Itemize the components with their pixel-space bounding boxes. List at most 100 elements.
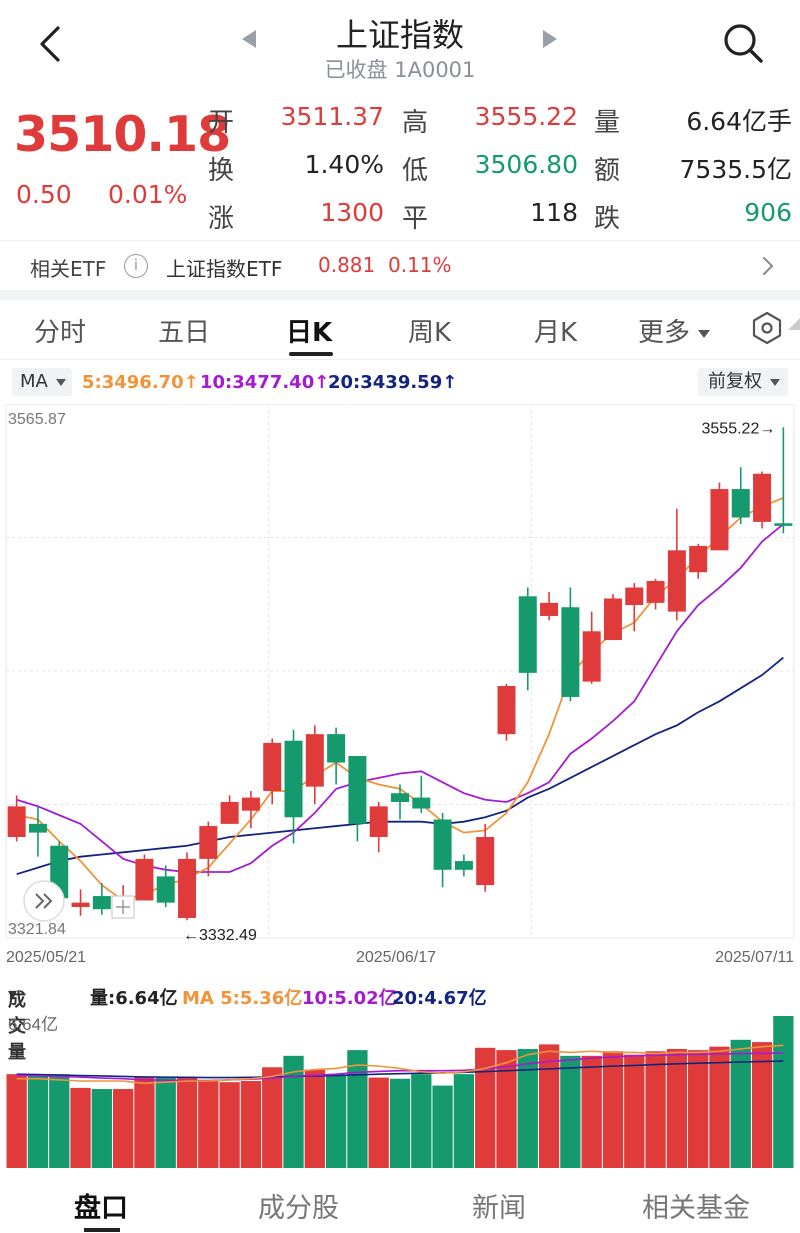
ma5-text: 5:3496.70	[82, 372, 184, 393]
active-tab-indicator	[289, 352, 333, 356]
ma10-value: 10:3477.40↑	[200, 372, 329, 393]
volume-bar	[475, 1047, 496, 1168]
volume-indicator-select[interactable]: 成交量 ▾	[8, 984, 26, 1063]
volume-bar	[538, 1044, 560, 1168]
volume-bar	[283, 1055, 304, 1168]
section-divider	[0, 290, 800, 300]
stat-value-amount: 7535.5亿	[679, 155, 792, 184]
candle	[28, 806, 47, 857]
x-axis-label: 2025/06/17	[356, 949, 436, 966]
back-arrow-icon[interactable]	[30, 22, 70, 66]
candle	[774, 427, 793, 534]
volume-bar	[91, 1089, 112, 1168]
tab-constituents[interactable]: 成分股	[258, 1193, 339, 1224]
volume-bar	[219, 1082, 240, 1168]
tab-order-book[interactable]: 盘口	[74, 1193, 128, 1224]
tab-related-funds[interactable]: 相关基金	[642, 1193, 750, 1224]
candle	[497, 683, 516, 741]
volume-bar	[773, 1016, 794, 1168]
candlestick-chart[interactable]: 3565.87 3321.84 3555.22→ ←3332.49 2025/05/21…	[0, 404, 800, 970]
stat-label-low: 低	[402, 156, 429, 186]
stat-value-open: 3511.37	[280, 102, 384, 131]
candle	[263, 738, 282, 805]
volume-bar	[560, 1055, 581, 1168]
expand-toggle-icon[interactable]	[23, 880, 65, 922]
prev-index-icon[interactable]	[242, 30, 256, 48]
market-status: 已收盘 1A0001	[324, 58, 476, 82]
ma20-arrow-icon: ↑	[442, 372, 458, 393]
chevron-down-icon	[770, 379, 780, 386]
tab-weekly-k[interactable]: 周K	[408, 318, 452, 348]
tab-intraday[interactable]: 分时	[34, 318, 87, 348]
stat-value-advancers: 1300	[320, 198, 384, 227]
volume-bar	[389, 1078, 411, 1168]
indicator-select-label: MA	[20, 371, 48, 392]
volume-ma20: 20:4.67亿	[392, 988, 487, 1009]
tab-five-day[interactable]: 五日	[158, 318, 211, 348]
y-min-label: 3321.84	[8, 921, 66, 938]
chart-frame	[5, 404, 795, 939]
chart-settings-icon[interactable]	[750, 310, 784, 346]
volume-bar	[688, 1050, 709, 1168]
tab-daily-k[interactable]: 日K	[286, 318, 333, 348]
high-marker-label: 3555.22→	[702, 420, 776, 437]
candle	[433, 812, 452, 888]
tab-news[interactable]: 新闻	[472, 1193, 526, 1224]
volume-bar	[581, 1055, 602, 1168]
volume-ma10-line	[16, 1052, 784, 1082]
stat-label-volume: 量	[594, 108, 621, 138]
volume-ma10: 10:5.02亿	[302, 988, 397, 1009]
stat-value-unchanged: 118	[530, 198, 578, 227]
etf-pct: 0.11%	[388, 253, 452, 277]
etf-row-label: 相关ETF	[30, 257, 107, 281]
crosshair-toggle-icon[interactable]	[111, 895, 135, 919]
bottom-tabs: 盘口 成分股 新闻 相关基金	[0, 1170, 800, 1233]
candle	[178, 852, 197, 921]
volume-current: 量:6.64亿	[90, 988, 178, 1009]
tab-more[interactable]: 更多	[638, 312, 711, 349]
candle	[71, 889, 90, 916]
candle	[284, 729, 303, 844]
stat-label-advancers: 涨	[208, 204, 235, 234]
volume-bar	[751, 1042, 773, 1168]
price-change-pct: 0.01%	[108, 180, 188, 209]
info-icon[interactable]: i	[124, 254, 148, 278]
tab-monthly-k[interactable]: 月K	[534, 318, 578, 348]
last-price: 3510.18	[14, 106, 231, 163]
stat-label-unchanged: 平	[402, 204, 429, 234]
expand-corner-icon[interactable]	[788, 318, 800, 330]
low-marker-label: ←3332.49	[183, 927, 257, 944]
next-index-icon[interactable]	[543, 30, 557, 48]
volume-bar	[517, 1048, 538, 1168]
indicator-select[interactable]: MA	[12, 368, 72, 396]
volume-bar	[112, 1089, 134, 1168]
volume-chart[interactable]: 6.64亿	[0, 1010, 800, 1170]
volume-header: 成交量 ▾ 量:6.64亿 MA 5:5.36亿 10:5.02亿 20:4.67…	[0, 982, 800, 1063]
candle	[135, 854, 154, 901]
candle	[710, 482, 729, 551]
volume-bar	[240, 1081, 262, 1168]
volume-bar	[730, 1039, 751, 1168]
volume-ma5: MA 5:5.36亿	[182, 988, 303, 1009]
search-icon[interactable]	[720, 20, 766, 66]
active-bottom-tab-indicator	[84, 1228, 120, 1232]
period-tabs: 分时 五日 日K 周K 月K 更多	[0, 300, 800, 360]
tab-more-label: 更多	[638, 318, 691, 348]
related-etf-row[interactable]: 相关ETF i 上证指数ETF 0.881 0.11%	[0, 240, 800, 290]
volume-bar	[176, 1077, 198, 1168]
price-adjust-select[interactable]: 前复权	[698, 368, 788, 396]
etf-price: 0.881	[318, 253, 376, 277]
x-axis-label: 2025/07/11	[715, 949, 794, 966]
chevron-right-icon	[763, 257, 774, 275]
candle	[646, 578, 665, 610]
ma5-arrow-icon: ↑	[183, 372, 199, 393]
ma20-text: 20:3439.59	[328, 372, 443, 393]
page-title: 上证指数	[335, 16, 464, 54]
volume-bar	[496, 1050, 517, 1168]
volume-ma20-line	[16, 1060, 784, 1079]
stat-label-decliners: 跌	[594, 204, 621, 234]
volume-bar	[709, 1046, 730, 1168]
candle	[625, 583, 644, 632]
candle	[603, 594, 622, 641]
ma20-value: 20:3439.59↑	[328, 372, 457, 393]
